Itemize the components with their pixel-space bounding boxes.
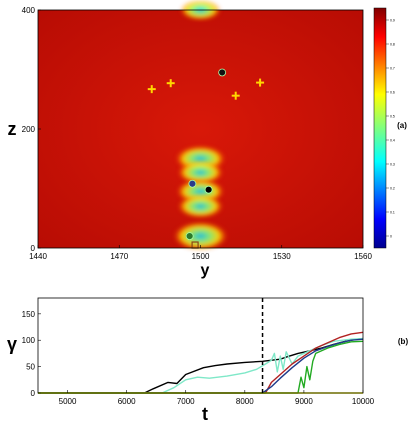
line-y-tick-label: 0: [31, 389, 36, 398]
heatmap-x-tick-label: 1500: [192, 252, 210, 261]
panel-b-label: (b): [398, 337, 409, 346]
heatmap-panel: 1440 1470 1500 1530 1560 0 200 400 y z 0 0.1 0.2…: [8, 0, 407, 279]
colorbar-tick-label: 0.9: [390, 19, 395, 23]
heatmap-x-label: y: [201, 262, 210, 279]
panel-a-label: (a): [397, 121, 407, 130]
heatmap-y-tick-label: 400: [22, 6, 36, 15]
heatmap-y-tick-label: 0: [31, 244, 36, 253]
marker-plus-0-2: [231, 91, 240, 100]
line-x-tick-label: 6000: [118, 397, 136, 406]
heatmap-y-label: z: [8, 119, 17, 139]
colorbar-tick-label: 0.3: [390, 163, 395, 167]
hotspot-2: [177, 160, 224, 185]
hotspot-4: [177, 194, 224, 218]
heatmap-markers: [147, 68, 265, 249]
line-y-tick-label: 150: [22, 310, 36, 319]
colorbar-tick-label: 0.1: [390, 211, 395, 215]
line-y-label: γ: [7, 334, 17, 354]
heatmap-hotspots: [173, 0, 228, 251]
line-x-tick-label: 5000: [59, 397, 77, 406]
colorbar-tick-label: 0.2: [390, 187, 395, 191]
line-y-tick-label: 100: [22, 336, 36, 345]
colorbar-tick-label: 0.7: [390, 67, 395, 71]
marker-dot-1-0: [218, 68, 227, 77]
marker-dot-3-0: [204, 185, 213, 194]
marker-dot-2-0: [188, 179, 197, 188]
colorbar: [373, 7, 387, 249]
hotspot-5: [173, 221, 228, 251]
heatmap-y-ticks: 0 200 400: [22, 6, 41, 253]
heatmap-x-tick-label: 1560: [354, 252, 372, 261]
series-line-4: [38, 340, 364, 394]
line-x-tick-label: 10000: [352, 397, 375, 406]
line-y-ticks: 0 50 100 150: [22, 310, 41, 398]
series-line-3: [38, 338, 364, 394]
line-y-tick-label: 50: [26, 363, 35, 372]
colorbar-tick-label: 0.5: [390, 115, 395, 119]
colorbar-ticks: 0 0.1 0.2 0.3 0.4 0.5 0.6 0.7 0.8 0.9: [386, 19, 395, 239]
colorbar-tick-label: 0.4: [390, 139, 395, 143]
line-x-tick-label: 7000: [177, 397, 195, 406]
line-plot-area: [38, 298, 363, 393]
heatmap-x-tick-label: 1530: [273, 252, 291, 261]
line-series: [38, 331, 364, 394]
line-plot-frame: [37, 297, 364, 394]
marker-plus-0-3: [256, 78, 265, 87]
line-x-label: t: [202, 404, 208, 424]
line-x-ticks: 5000 6000 7000 8000 9000 10000: [59, 390, 375, 406]
colorbar-tick-label: 0.8: [390, 43, 395, 47]
colorbar-tick-label: 0.6: [390, 91, 395, 95]
heatmap-y-tick-label: 200: [22, 125, 36, 134]
marker-plus-0-0: [147, 85, 156, 94]
colorbar-tick-label: 0: [390, 235, 392, 239]
series-line-2: [38, 331, 364, 394]
marker-plus-0-1: [166, 79, 175, 88]
heatmap-x-tick-label: 1470: [110, 252, 128, 261]
heatmap-x-ticks: 1440 1470 1500 1530 1560: [29, 245, 372, 261]
heatmap-x-tick-label: 1440: [29, 252, 47, 261]
line-x-tick-label: 9000: [295, 397, 313, 406]
line-x-tick-label: 8000: [236, 397, 254, 406]
marker-dot-4-0: [185, 232, 194, 241]
